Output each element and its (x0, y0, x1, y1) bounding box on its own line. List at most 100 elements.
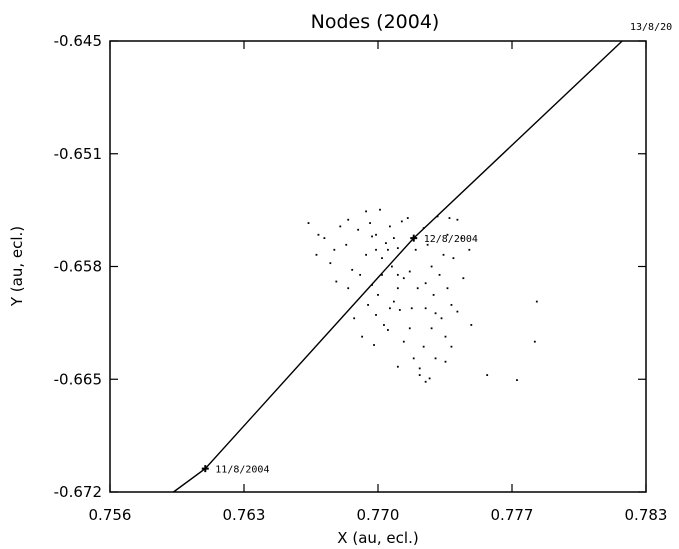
x-tick-label: 0.756 (89, 506, 132, 524)
scatter-dot (373, 344, 375, 346)
scatter-dot (444, 335, 447, 338)
scatter-dot (339, 225, 342, 228)
scatter-dot (438, 273, 441, 276)
y-axis-label: Y (au, ecl.) (8, 226, 26, 307)
scatter-dot (456, 218, 459, 221)
scatter-dot (371, 235, 373, 238)
x-axis-label: X (au, ecl.) (337, 529, 418, 547)
scatter-dot (389, 225, 391, 228)
scatter-dot (440, 317, 443, 320)
date-marker (410, 234, 418, 242)
scatter-dot (387, 248, 389, 251)
scatter-dot (381, 273, 383, 276)
scatter-dot (387, 329, 389, 331)
scatter-dot (345, 243, 348, 246)
scatter-dot (468, 248, 471, 251)
scatter-dot (396, 247, 399, 250)
scatter-dot (452, 257, 455, 260)
scatter-dot (351, 268, 354, 271)
scatter-dot (335, 280, 338, 283)
scatter-dot (430, 265, 433, 268)
scatter-dot (444, 360, 447, 363)
scatter-dot (462, 277, 465, 280)
scatter-dot (390, 265, 393, 268)
scatter-dot (426, 243, 429, 246)
axis-ticks (109, 40, 647, 493)
scatter-dot (414, 248, 417, 251)
scatter-dot (470, 324, 473, 326)
scatter-dot (410, 307, 413, 310)
scatter-dot (430, 327, 433, 330)
scatter-dot (392, 237, 395, 240)
scatter-dot (448, 217, 451, 219)
scatter-dot (424, 380, 427, 383)
scatter-dot (315, 253, 318, 256)
scatter-dot (412, 357, 415, 360)
scatter-dot (446, 287, 449, 290)
scatter-dot (460, 237, 463, 240)
y-tick-label: -0.645 (54, 32, 102, 50)
scatter-dot (359, 273, 362, 276)
scatter-dot (347, 218, 350, 221)
scatter-dot (369, 222, 371, 224)
scatter-dot (379, 208, 381, 211)
date-marker-label: 12/8/2004 (424, 234, 478, 245)
date-marker-label: 11/8/2004 (215, 465, 269, 476)
scatter-dot (377, 293, 379, 296)
scatter-dot (323, 237, 326, 240)
node-line (173, 40, 623, 493)
axis-tick-labels: 0.756 0.763 0.770 0.777 0.783 -0.645 -0.651 -0.… (54, 32, 668, 524)
scatter-dot (418, 367, 421, 370)
scatter-dot (456, 310, 459, 313)
scatter-dot (365, 253, 367, 256)
x-tick-label: 0.777 (491, 506, 534, 524)
scatter-dot (396, 365, 399, 368)
scatter-dot (450, 345, 453, 348)
scatter-dot (385, 242, 387, 245)
scatter-dot (424, 282, 427, 285)
scatter-dot (533, 340, 536, 343)
scatter-dot (347, 287, 350, 290)
scatter-points (307, 208, 538, 383)
scatter-dot (432, 293, 435, 296)
scatter-dot (353, 317, 356, 320)
scatter-dot (418, 374, 421, 376)
scatter-dot (406, 217, 409, 219)
scatter-dot (375, 233, 377, 236)
scatter-dot (535, 300, 538, 303)
scatter-dot (402, 277, 405, 280)
scatter-dot (446, 233, 449, 236)
scatter-dot (400, 220, 403, 223)
y-tick-label: -0.665 (54, 370, 102, 388)
scatter-dot (329, 262, 332, 265)
scatter-dot (367, 304, 369, 306)
x-tick-label: 0.783 (625, 506, 668, 524)
scatter-dot (396, 273, 399, 276)
plot-frame (109, 40, 647, 493)
scatter-dot (398, 309, 401, 311)
scatter-dot (389, 307, 391, 310)
node-line-series: 11/8/2004 12/8/2004 (173, 40, 623, 493)
x-tick-label: 0.770 (357, 506, 400, 524)
scatter-dot (428, 377, 431, 380)
scatter-dot (486, 374, 489, 376)
scatter-dot (333, 248, 336, 251)
scatter-dot (408, 270, 411, 273)
scatter-dot (365, 210, 367, 213)
scatter-dot (383, 324, 385, 326)
chart-title: Nodes (2004) (311, 11, 440, 33)
scatter-dot (375, 314, 377, 316)
scatter-dot (516, 379, 518, 381)
scatter-dot (396, 287, 399, 290)
scatter-dot (434, 357, 437, 360)
y-tick-label: -0.651 (54, 145, 102, 163)
date-marker (201, 465, 209, 473)
scatter-dot (361, 335, 364, 338)
scatter-dot (392, 300, 395, 303)
scatter-dot (408, 327, 411, 330)
scatter-dot (434, 312, 437, 315)
scatter-dot (357, 228, 360, 231)
scatter-dot (424, 307, 427, 310)
scatter-dot (381, 257, 383, 260)
